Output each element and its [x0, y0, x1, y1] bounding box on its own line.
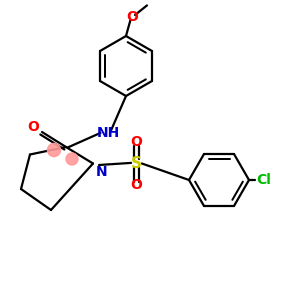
Text: NH: NH [96, 127, 120, 140]
Text: O: O [28, 121, 40, 134]
Text: S: S [131, 156, 142, 171]
Circle shape [66, 153, 78, 165]
Circle shape [47, 143, 61, 157]
Text: O: O [130, 135, 142, 148]
Text: N: N [95, 165, 107, 179]
Text: Cl: Cl [256, 173, 272, 187]
Text: O: O [130, 178, 142, 192]
Text: O: O [126, 11, 138, 24]
